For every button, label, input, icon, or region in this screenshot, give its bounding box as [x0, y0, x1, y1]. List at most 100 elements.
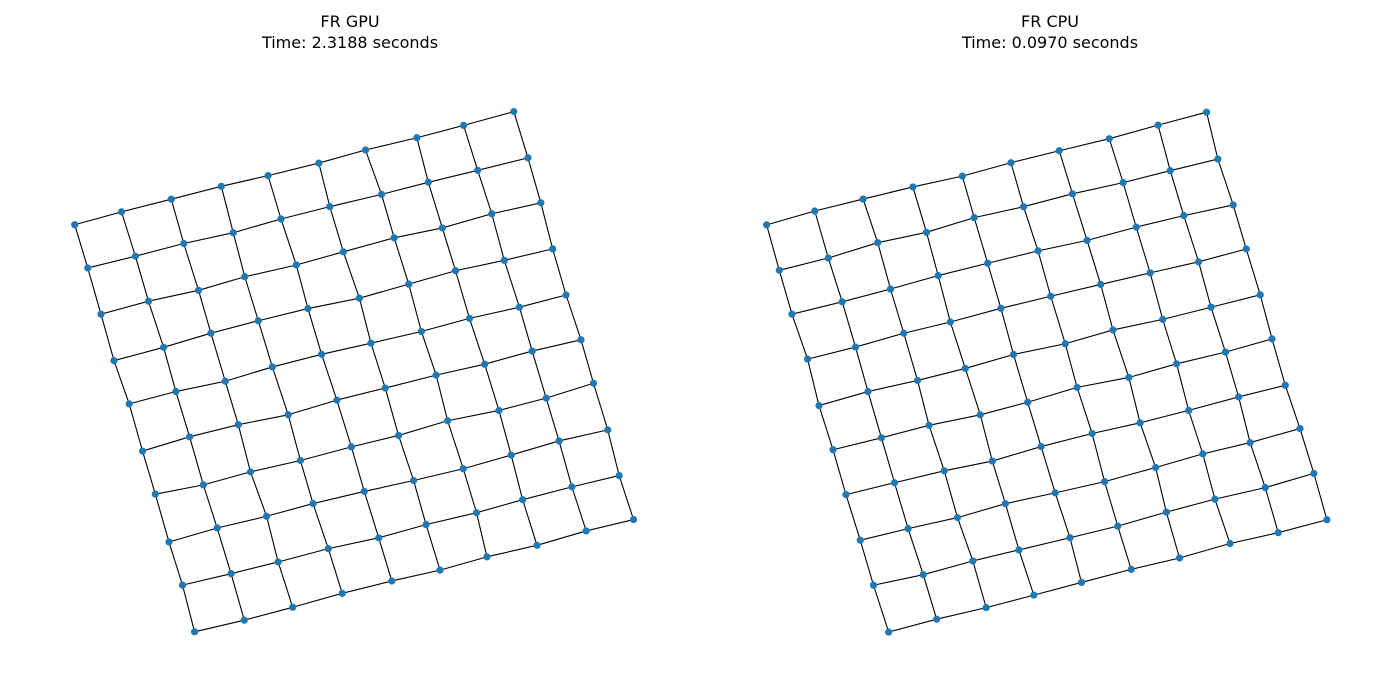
graph-edge: [342, 251, 360, 299]
graph-node: [1088, 429, 1096, 438]
graph-edge: [202, 484, 218, 529]
graph-edge: [907, 528, 924, 575]
graph-edge: [1027, 402, 1042, 447]
graph-edge: [168, 527, 218, 543]
graph-node: [165, 538, 173, 546]
graph-node: [934, 271, 942, 280]
graph-edge: [586, 518, 634, 532]
graph-edge: [266, 516, 279, 563]
graph-edge: [881, 424, 930, 439]
graph-edge: [1162, 306, 1212, 320]
graph-edge: [1214, 487, 1266, 500]
graph-edge: [1037, 239, 1088, 252]
graph-edge: [980, 401, 1028, 416]
graph-edge: [327, 548, 343, 594]
graph-node: [1097, 280, 1105, 289]
panel-title: FR GPU Time: 2.3188 seconds: [0, 11, 700, 53]
graph-node: [811, 207, 819, 215]
graph-node: [180, 239, 188, 248]
graph-edge: [210, 320, 259, 334]
graph-edge: [503, 260, 520, 308]
graph-node: [763, 221, 771, 229]
graph-edge: [592, 383, 609, 431]
graph-edge: [121, 198, 172, 213]
graph-edge: [1128, 363, 1177, 378]
graph-node: [388, 577, 396, 585]
graph-edge: [1229, 532, 1279, 545]
graph-node: [1211, 495, 1219, 503]
graph-edge: [1018, 537, 1071, 551]
graph-node: [582, 527, 590, 535]
graph-node: [864, 387, 872, 396]
graph-edge: [842, 288, 891, 303]
graph-node: [185, 433, 194, 441]
graph-node: [1159, 315, 1167, 323]
graph-edge: [607, 429, 620, 476]
graph-edge: [845, 482, 895, 496]
graph-node: [405, 280, 413, 288]
graph-node: [289, 603, 297, 611]
graph-node: [604, 426, 612, 434]
graph-edge: [384, 387, 400, 436]
graph-node: [1007, 159, 1015, 167]
graph-edge: [408, 270, 456, 285]
graph-edge: [1100, 272, 1151, 285]
graph-node: [71, 221, 79, 229]
graph-edge: [1086, 240, 1102, 285]
graph-edge: [890, 275, 939, 290]
graph-node: [961, 364, 969, 373]
graph-edge: [893, 482, 909, 529]
graph-node: [474, 166, 482, 174]
graph-node: [1229, 201, 1237, 209]
graph-edge: [491, 213, 505, 261]
graph-edge: [477, 157, 529, 171]
graph-edge: [917, 367, 966, 381]
graph-edge: [791, 301, 843, 315]
graph-edge: [827, 257, 843, 302]
graph-edge: [987, 250, 1039, 264]
graph-node: [555, 437, 563, 445]
graph-edge: [463, 454, 512, 470]
graph-node: [528, 347, 536, 355]
panel-subtitle-time: Time: 0.0970 seconds: [961, 33, 1139, 52]
graph-edge: [1010, 162, 1025, 207]
graph-edge: [1054, 492, 1071, 538]
graph-edge: [1155, 453, 1203, 469]
graph-node: [277, 215, 285, 223]
graph-node: [1214, 155, 1222, 163]
graph-edge: [321, 342, 372, 355]
graph-node: [1019, 203, 1028, 211]
graph-node: [167, 195, 175, 203]
graph-node: [444, 417, 452, 425]
graph-edge: [779, 257, 829, 271]
graph-edge: [778, 270, 793, 315]
graph-edge: [917, 380, 930, 426]
graph-edge: [828, 242, 878, 259]
graph-node: [1066, 534, 1074, 542]
graph-edge: [476, 512, 488, 557]
graph-node: [97, 310, 105, 318]
graph-edge: [860, 528, 909, 541]
graph-edge: [1313, 473, 1328, 520]
graph-node: [922, 228, 931, 236]
graph-node: [615, 471, 623, 480]
graph-edge: [1004, 503, 1020, 551]
graph-edge: [867, 391, 882, 438]
graph-edge: [937, 275, 951, 323]
graph-edge: [318, 162, 331, 207]
graph-edge: [532, 339, 582, 352]
graph-edge: [522, 486, 573, 501]
graph-node: [900, 329, 908, 337]
graph-edge: [558, 440, 573, 488]
graph-edge: [393, 237, 410, 285]
graph-edge: [889, 288, 905, 334]
graph-edge: [147, 301, 165, 348]
graph-node: [829, 446, 837, 454]
graph-edge: [1013, 354, 1029, 403]
graph-node: [432, 371, 440, 379]
graph-node: [309, 499, 317, 508]
graph-edge: [1076, 376, 1129, 388]
graph-node: [465, 314, 474, 322]
graph-edge: [435, 374, 449, 421]
graph-node: [507, 451, 515, 459]
